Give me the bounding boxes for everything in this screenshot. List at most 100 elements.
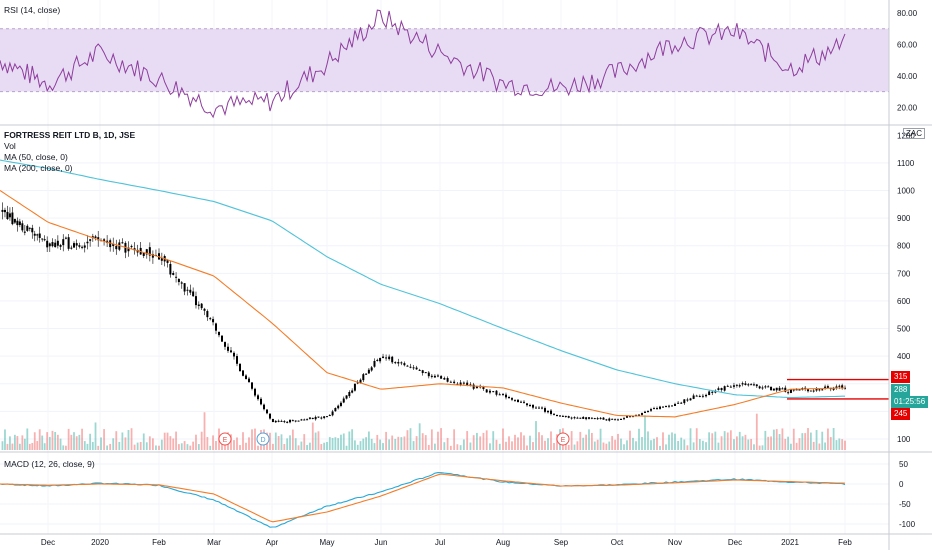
volume-bar <box>726 432 729 450</box>
candle-body <box>103 239 106 242</box>
volume-bar <box>620 438 622 450</box>
candle-body <box>89 239 92 241</box>
volume-bar <box>78 434 81 450</box>
volume-bar <box>770 436 772 450</box>
volume-bar <box>449 445 452 450</box>
candle-body <box>535 407 537 409</box>
volume-bar <box>485 430 488 450</box>
volume-bar <box>576 441 579 450</box>
candle-body <box>498 394 501 396</box>
candle-body <box>656 408 658 410</box>
candle-body <box>33 233 36 236</box>
volume-bar <box>702 440 704 450</box>
candle-body <box>623 418 625 420</box>
candle-body <box>449 381 452 383</box>
volume-bar <box>446 437 449 450</box>
volume-bar <box>291 429 294 450</box>
candle-body <box>677 402 680 404</box>
rsi-band <box>0 28 889 92</box>
time-tick: Feb <box>152 538 166 547</box>
volume-bar <box>695 428 698 450</box>
candle-body <box>353 383 356 391</box>
candle-body <box>596 418 599 420</box>
macd-label: MACD (12, 26, close, 9) <box>4 459 95 469</box>
candle-body <box>286 421 289 423</box>
candle-body <box>775 387 778 391</box>
candle-body <box>767 386 770 388</box>
price-ytick: 700 <box>897 269 911 278</box>
volume-bar <box>453 429 456 450</box>
volume-bar <box>183 441 186 450</box>
candle-body <box>86 241 89 244</box>
macd-ytick: 0 <box>899 480 904 489</box>
candle-body <box>59 244 62 247</box>
volume-bar <box>812 441 815 450</box>
volume-bar <box>160 439 163 450</box>
volume-bar <box>717 442 720 450</box>
volume-bar <box>708 432 711 450</box>
volume-bar <box>212 435 214 450</box>
volume-bar <box>476 432 478 450</box>
candle-body <box>738 385 741 387</box>
volume-bar <box>311 422 314 450</box>
candle-body <box>215 323 217 331</box>
candle-body <box>641 413 643 415</box>
event-label: D <box>260 437 265 444</box>
volume-bar <box>418 423 421 450</box>
volume-bar <box>245 442 247 450</box>
volume-bar <box>151 438 154 450</box>
candle-body <box>289 419 292 423</box>
candle-body <box>453 381 456 384</box>
candle-body <box>112 243 115 247</box>
candle-body <box>109 240 112 248</box>
volume-bar <box>498 443 501 450</box>
candle-body <box>588 417 590 419</box>
candle-body <box>306 419 309 421</box>
volume-bar <box>656 437 658 450</box>
volume-bar <box>767 436 770 450</box>
candle-body <box>564 415 567 417</box>
candle-body <box>148 247 151 256</box>
volume-bar <box>206 436 209 450</box>
macd-yaxis: 50 0 -50 -100 <box>899 460 916 529</box>
candle-body <box>356 382 359 384</box>
candle-body <box>520 401 522 403</box>
candle-body <box>614 419 617 421</box>
candle-body <box>608 418 611 421</box>
candle-body <box>599 417 602 419</box>
candle-body <box>62 239 65 246</box>
time-tick: Feb <box>838 538 852 547</box>
candle-body <box>317 416 320 418</box>
candle-body <box>553 413 555 415</box>
volume-bar <box>635 441 637 450</box>
candle-body <box>388 356 391 360</box>
candle-body <box>485 389 488 393</box>
volume-bar <box>81 428 83 450</box>
volume-bar <box>121 432 124 450</box>
candle-body <box>337 405 340 409</box>
price-ytick: 600 <box>897 297 911 306</box>
candle-body <box>446 378 449 382</box>
candle-body <box>579 417 582 419</box>
volume-bar <box>617 433 619 450</box>
volume-bar <box>351 429 354 450</box>
candle-body <box>334 408 337 412</box>
candle-body <box>236 356 238 364</box>
candle-body <box>750 384 753 386</box>
volume-bar <box>323 442 326 450</box>
volume-bar <box>735 436 738 450</box>
volume-bar <box>818 443 821 450</box>
candle-body <box>475 386 478 389</box>
volume-bar <box>379 439 381 450</box>
volume-bar <box>334 437 337 450</box>
time-tick: Apr <box>266 538 279 547</box>
volume-bar <box>148 436 151 450</box>
currency-badge[interactable]: ZAC <box>903 128 925 139</box>
volume-bar <box>841 439 844 450</box>
candle-body <box>43 239 46 241</box>
event-circle <box>256 432 270 446</box>
volume-bar <box>469 442 472 450</box>
time-tick: Nov <box>668 538 682 547</box>
volume-bar <box>103 429 105 450</box>
